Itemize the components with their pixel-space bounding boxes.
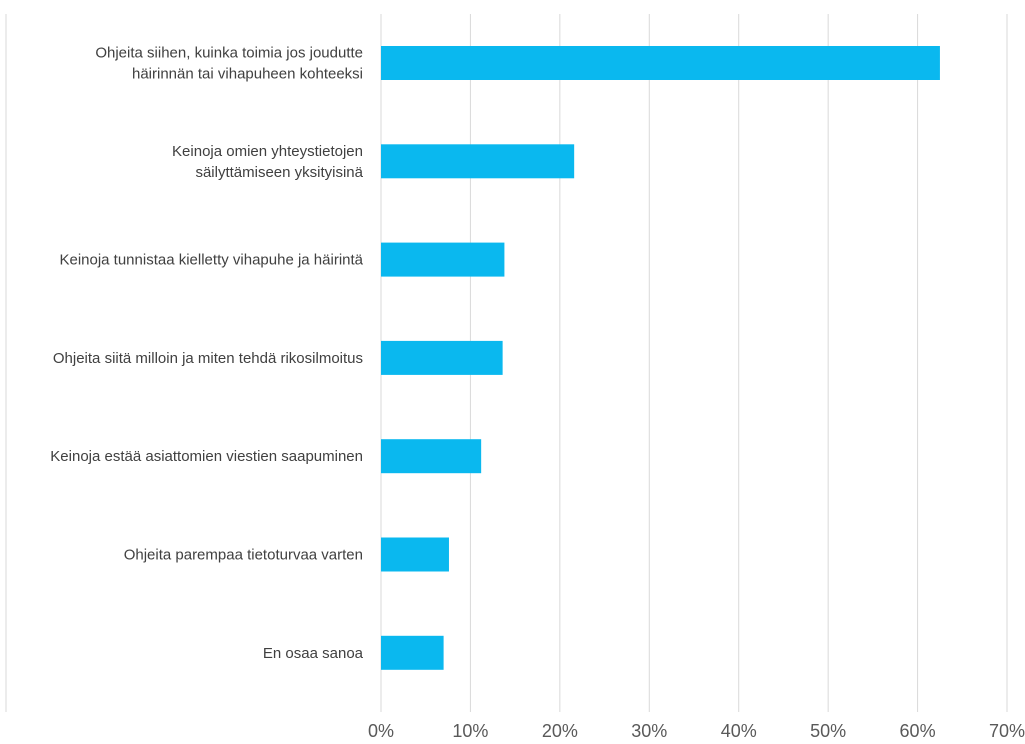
category-label: Keinoja tunnistaa kielletty vihapuhe ja … bbox=[59, 252, 363, 269]
x-tick-label: 60% bbox=[900, 721, 936, 741]
category-label: Keinoja estää asiattomien viestien saapu… bbox=[50, 448, 363, 465]
x-axis-tick-labels: 0% 10% 20% 30% 40% 50% 60% 70% bbox=[368, 721, 1025, 741]
bar bbox=[381, 242, 505, 277]
bars bbox=[381, 46, 940, 670]
category-label: En osaa sanoa bbox=[263, 645, 364, 662]
bar bbox=[381, 635, 444, 670]
x-tick-label: 70% bbox=[989, 721, 1025, 741]
category-label: häirinnän tai vihapuheen kohteeksi bbox=[132, 66, 363, 83]
gridlines bbox=[380, 14, 1008, 712]
bar bbox=[381, 340, 503, 375]
category-label: Keinoja omien yhteystietojen bbox=[172, 143, 363, 160]
x-tick-label: 10% bbox=[452, 721, 488, 741]
x-tick-label: 40% bbox=[721, 721, 757, 741]
category-labels: Ohjeita siihen, kuinka toimia jos joudut… bbox=[50, 45, 363, 662]
category-label: säilyttämiseen yksityisinä bbox=[195, 164, 363, 181]
bar bbox=[381, 46, 940, 80]
x-tick-label: 50% bbox=[810, 721, 846, 741]
x-tick-label: 20% bbox=[542, 721, 578, 741]
x-tick-label: 0% bbox=[368, 721, 394, 741]
x-tick-label: 30% bbox=[631, 721, 667, 741]
bar bbox=[381, 144, 575, 179]
bar bbox=[381, 537, 449, 572]
category-label: Ohjeita siihen, kuinka toimia jos joudut… bbox=[95, 45, 363, 62]
category-label: Ohjeita parempaa tietoturvaa varten bbox=[124, 547, 363, 564]
bar bbox=[381, 439, 482, 474]
category-label: Ohjeita siitä milloin ja miten tehdä rik… bbox=[53, 350, 363, 367]
